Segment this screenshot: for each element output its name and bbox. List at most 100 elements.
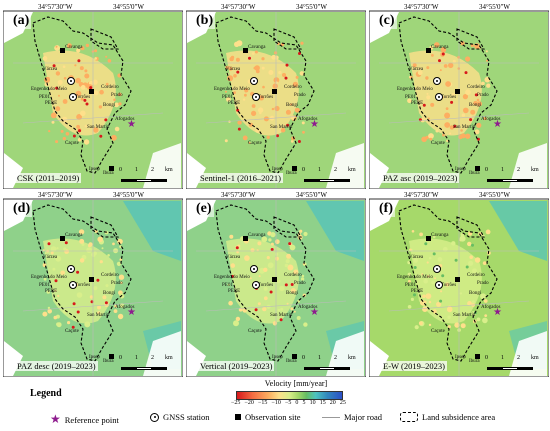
map-panel: 34°57'30"W 34°55'0"W (d) PAZ desc (2019–… xyxy=(3,191,183,377)
place-label: Torrões xyxy=(258,95,274,100)
place-label: Afogados xyxy=(481,117,501,122)
scale-label-0: 0 xyxy=(302,355,305,361)
place-label: PERE xyxy=(228,289,241,294)
scale-label-0: 0 xyxy=(485,355,488,361)
place-label: Torrões xyxy=(75,95,91,100)
legend-gnss-station: GNSS station xyxy=(150,412,210,422)
place-label: Ipsep xyxy=(272,167,283,172)
place-label: San Martin xyxy=(87,313,110,318)
place-label: Cavanga xyxy=(248,45,266,50)
scale-label-0: 0 xyxy=(485,167,488,173)
scale-label-unit: km xyxy=(165,355,173,361)
scale-label-unit: km xyxy=(531,167,539,173)
map-panel: 34°57'30"W 34°55'0"W (a) CSK (2011–2019)… xyxy=(3,3,183,189)
map-canvas xyxy=(369,10,549,189)
scale-label-2: 2 xyxy=(151,167,154,173)
panel-letter: (e) xyxy=(194,201,214,217)
coord-label-top-right: 34°55'0"W xyxy=(296,3,328,11)
observation-site-marker xyxy=(292,166,297,171)
place-label: Várzea xyxy=(43,67,58,72)
panel-caption: Sentinel-1 (2016–2021) xyxy=(198,173,283,183)
map-panel: 34°57'30"W 34°55'0"W (b) Sentinel-1 (201… xyxy=(186,3,366,189)
place-label: Cavanga xyxy=(65,45,83,50)
coord-label-top-left: 34°57'30"W xyxy=(221,191,256,199)
scale-label-unit: km xyxy=(348,355,356,361)
place-label: PERE xyxy=(228,101,241,106)
map-panel: 34°57'30"W 34°55'0"W (c) PAZ asc (2019–2… xyxy=(369,3,549,189)
scale-bar: 0 1 2 km xyxy=(485,167,541,185)
scale-label-0: 0 xyxy=(302,167,305,173)
scale-label-2: 2 xyxy=(334,355,337,361)
place-label: Engenho do Meio xyxy=(397,87,433,92)
place-label: San Martin xyxy=(453,125,476,130)
scale-label-1: 1 xyxy=(501,355,504,361)
scale-bar: 0 1 2 km xyxy=(302,167,358,185)
coord-label-top-right: 34°55'0"W xyxy=(113,3,145,11)
coord-label-top-right: 34°55'0"W xyxy=(113,191,145,199)
place-label: Ipsep xyxy=(89,355,100,360)
observation-site-marker xyxy=(89,277,94,282)
place-label: Prado xyxy=(294,281,306,286)
gnss-station-marker xyxy=(69,93,77,101)
place-label: Ibura xyxy=(469,359,480,364)
place-label: Afogados xyxy=(298,305,318,310)
coord-label-top-right: 34°55'0"W xyxy=(296,191,328,199)
coord-label-top-left: 34°57'30"W xyxy=(38,3,73,11)
place-label: Ipsep xyxy=(272,355,283,360)
colorbar-tick-label: 5 xyxy=(302,400,306,406)
place-label: Ipsep xyxy=(455,355,466,360)
place-label: PERE xyxy=(411,289,424,294)
colorbar-tick-label: 10 xyxy=(309,400,316,406)
place-label: Afogados xyxy=(115,305,135,310)
coord-label-top-right: 34°55'0"W xyxy=(479,191,511,199)
place-label: Ibura xyxy=(103,171,114,176)
observation-site-marker xyxy=(272,89,277,94)
observation-site-marker xyxy=(455,277,460,282)
place-label: San Martin xyxy=(270,313,293,318)
reference-point-star: ★ xyxy=(127,307,136,318)
place-label: Engenho do Meio xyxy=(31,87,67,92)
panel-letter: (a) xyxy=(11,13,32,29)
place-label: Cavanga xyxy=(431,45,449,50)
place-label: Cordeiro xyxy=(101,273,119,278)
place-label: PERE xyxy=(411,101,424,106)
place-label: Afogados xyxy=(481,305,501,310)
place-label: Cordeiro xyxy=(284,85,302,90)
place-label: Prado xyxy=(111,93,123,98)
legend-title: Legend xyxy=(30,388,62,399)
gnss-station-marker xyxy=(433,265,441,273)
legend-land-subsidence-area: Land subsidence area xyxy=(400,412,495,422)
place-label: Cordeiro xyxy=(101,85,119,90)
observation-site-marker xyxy=(109,354,114,359)
legend-major-road: Major road xyxy=(322,412,382,422)
observation-site-marker xyxy=(60,236,65,241)
map-canvas xyxy=(3,10,183,189)
map-canvas xyxy=(3,198,183,377)
legend-reference-point: ★ Reference point xyxy=(50,412,119,427)
panel-caption: PAZ asc (2019–2023) xyxy=(381,173,460,183)
scale-label-0: 0 xyxy=(119,355,122,361)
place-label: Várzea xyxy=(226,255,241,260)
scale-label-unit: km xyxy=(165,167,173,173)
observation-site-marker xyxy=(243,236,248,241)
scale-label-2: 2 xyxy=(517,167,520,173)
place-label: Prado xyxy=(294,93,306,98)
place-label: Bongi xyxy=(286,291,299,296)
place-label: Ipsep xyxy=(89,167,100,172)
place-label: PERE xyxy=(45,289,58,294)
velocity-colorbar xyxy=(236,391,343,400)
reference-point-star: ★ xyxy=(310,307,319,318)
place-label: Caçote xyxy=(65,329,79,334)
colorbar-tick-label: −5 xyxy=(284,400,292,406)
scale-label-1: 1 xyxy=(135,355,138,361)
observation-site-marker xyxy=(292,354,297,359)
road-line-icon xyxy=(322,416,340,418)
place-label: Várzea xyxy=(409,255,424,260)
coord-label-top-left: 34°57'30"W xyxy=(221,3,256,11)
place-label: Várzea xyxy=(409,67,424,72)
legend-road-label: Major road xyxy=(344,412,383,422)
scale-label-unit: km xyxy=(348,167,356,173)
place-label: PE01 xyxy=(39,283,50,288)
map-canvas xyxy=(186,10,366,189)
place-label: Caçote xyxy=(431,329,445,334)
